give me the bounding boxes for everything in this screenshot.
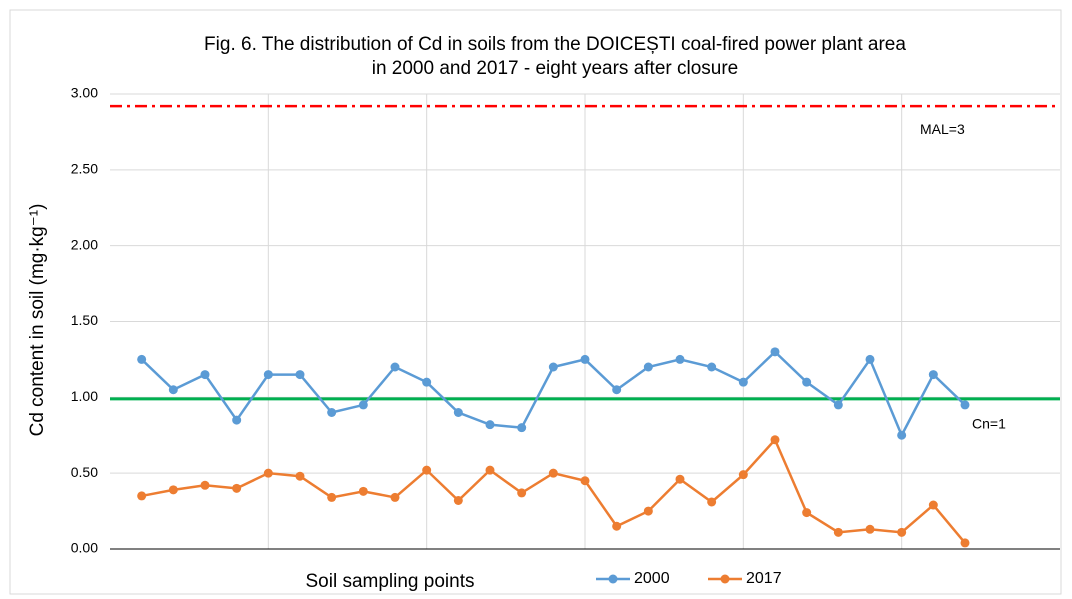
data-point [580,476,590,486]
x-axis-label: Soil sampling points [306,571,475,592]
y-tick-label: 0.50 [71,464,98,480]
data-point [485,420,495,430]
data-point [960,400,970,410]
data-point [612,385,622,395]
data-point [327,408,337,417]
data-point [548,468,558,478]
data-point [928,500,938,510]
chart-frame [9,9,1062,595]
y-tick-label: 0.00 [71,540,98,556]
data-point [643,362,653,372]
data-point [263,370,273,380]
data-point [675,354,685,364]
data-point [295,471,305,481]
y-tick-label: 2.50 [71,161,98,177]
legend-label: 2017 [746,570,782,587]
data-point [358,400,368,410]
data-point [802,377,812,387]
data-point [168,385,178,395]
data-point [865,524,875,534]
data-point [327,492,337,502]
data-point [200,480,210,490]
legend-marker [608,574,618,584]
data-point [833,400,843,410]
data-point [422,465,432,475]
data-point [232,415,242,425]
data-point [580,354,590,364]
legend-marker [720,574,730,584]
data-point [770,347,780,357]
data-point [897,430,907,440]
y-tick-label: 3.00 [71,85,98,101]
data-point [675,474,685,484]
data-point [453,495,463,505]
data-point [485,465,495,475]
data-point [263,468,273,478]
data-point [960,538,970,548]
y-tick-label: 1.00 [71,388,98,404]
data-point [232,483,242,493]
data-point [643,506,653,516]
data-point [517,488,527,498]
data-point [295,370,305,380]
data-point [928,370,938,380]
data-point [897,527,907,537]
data-point [738,377,748,387]
y-tick-label: 2.00 [71,236,98,252]
data-point [200,370,210,380]
data-point [358,486,368,496]
data-point [865,354,875,364]
chart-title: Fig. 6. The distribution of Cd in soils … [204,34,906,55]
data-point [390,492,400,502]
data-point [168,485,178,495]
data-point [548,362,558,372]
y-tick-label: 1.50 [71,312,98,328]
legend-label: 2000 [634,570,670,587]
reference-label: MAL=3 [920,121,965,137]
data-point [707,362,717,372]
data-point [612,521,622,531]
data-point [833,527,843,537]
data-point [422,377,432,387]
data-point [517,423,527,433]
data-point [137,491,147,501]
data-point [137,354,147,364]
chart-title: in 2000 and 2017 - eight years after clo… [372,58,739,79]
y-axis-label: Cd content in soil (mg·kg⁻¹) [27,204,48,437]
data-point [390,362,400,372]
data-point [802,508,812,518]
data-point [770,435,780,445]
reference-label: Cn=1 [972,416,1006,432]
data-point [707,497,717,507]
data-point [738,470,748,480]
data-point [453,408,463,417]
